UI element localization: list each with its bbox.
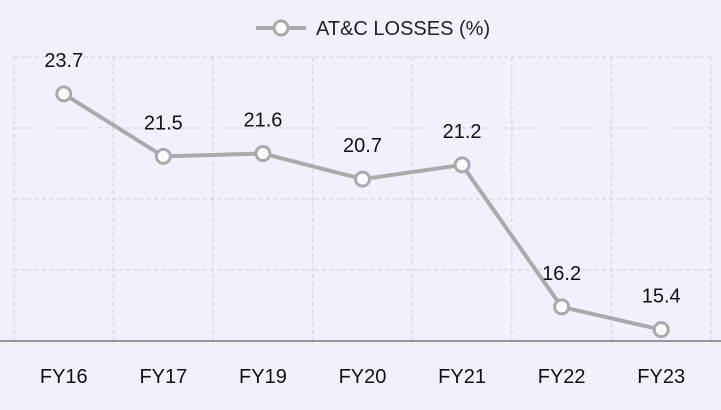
data-label: 21.2	[443, 121, 482, 143]
data-labels: 23.7 21.5 21.6 20.7 21.2 16.2 15.4	[44, 50, 680, 308]
gridlines	[13, 56, 712, 341]
data-point-marker	[453, 156, 471, 174]
data-point-marker	[254, 145, 272, 163]
data-label: 16.2	[542, 263, 581, 285]
data-point-marker	[553, 298, 571, 316]
data-point-marker	[354, 170, 371, 188]
data-label: 15.4	[642, 286, 681, 308]
x-tick-label: FY16	[40, 366, 88, 388]
data-point-marker	[652, 321, 670, 339]
x-tick-label: FY20	[339, 366, 387, 388]
x-tick-label: FY19	[239, 366, 287, 388]
x-tick-label: FY22	[538, 366, 586, 388]
legend-marker	[272, 19, 290, 37]
x-tick-label: FY23	[637, 366, 685, 388]
data-point-marker	[154, 147, 172, 165]
x-tick-labels: FY16 FY17 FY19 FY20 FY21 FY22 FY23	[40, 366, 685, 388]
x-tick-label: FY17	[139, 366, 187, 388]
data-label: 23.7	[44, 50, 83, 72]
data-point-marker	[55, 85, 73, 103]
legend: AT&C LOSSES (%)	[256, 18, 490, 40]
x-tick-label: FY21	[438, 366, 486, 388]
data-label: 21.5	[144, 112, 183, 134]
data-label: 21.6	[243, 110, 282, 132]
data-points	[55, 85, 670, 339]
data-label: 20.7	[343, 135, 382, 157]
legend-label: AT&C LOSSES (%)	[316, 18, 490, 40]
